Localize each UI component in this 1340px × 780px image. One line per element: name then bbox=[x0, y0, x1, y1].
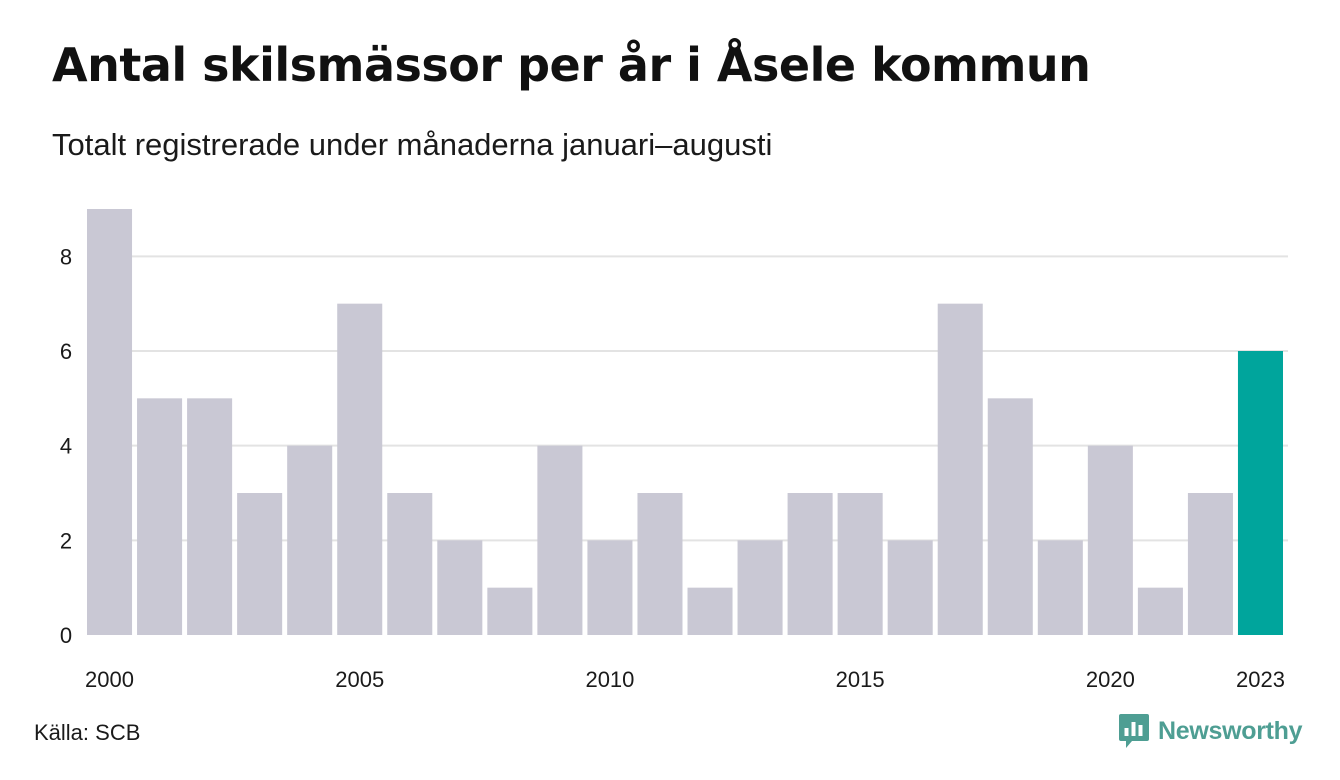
x-tick-label-2010: 2010 bbox=[585, 667, 634, 692]
chart-title: Antal skilsmässor per år i Åsele kommun bbox=[52, 38, 1091, 92]
x-axis-tick-labels: 2000 2005 2010 2015 2020 2023 bbox=[85, 667, 1285, 692]
bar-2000 bbox=[87, 209, 133, 635]
y-tick-label-2: 2 bbox=[60, 528, 72, 553]
bar-2023 bbox=[1237, 351, 1283, 635]
bar-chart: 0 2 4 6 8 2000 2005 2010 2015 2020 2023 bbox=[60, 209, 1288, 692]
bar-2003 bbox=[237, 493, 283, 635]
x-tick-label-2023: 2023 bbox=[1236, 667, 1285, 692]
brand-name: Newsworthy bbox=[1158, 716, 1303, 745]
bar-2013 bbox=[737, 540, 783, 635]
newsworthy-chart-bubble-icon bbox=[1119, 714, 1149, 748]
x-tick-label-2015: 2015 bbox=[836, 667, 885, 692]
x-tick-label-2005: 2005 bbox=[335, 667, 384, 692]
bar-2011 bbox=[637, 493, 683, 635]
source-note: Källa: SCB bbox=[34, 720, 141, 745]
y-tick-label-0: 0 bbox=[60, 623, 72, 648]
bar-2022 bbox=[1187, 493, 1233, 635]
bar-2007 bbox=[437, 540, 483, 635]
y-axis-tick-labels: 0 2 4 6 8 bbox=[60, 244, 72, 648]
bar-2002 bbox=[187, 398, 233, 635]
y-tick-label-4: 4 bbox=[60, 434, 72, 459]
bar-2006 bbox=[387, 493, 433, 635]
bar-2008 bbox=[487, 587, 533, 635]
x-tick-label-2000: 2000 bbox=[85, 667, 134, 692]
y-tick-label-6: 6 bbox=[60, 339, 72, 364]
bar-2019 bbox=[1037, 540, 1083, 635]
chart-subtitle: Totalt registrerade under månaderna janu… bbox=[52, 127, 773, 162]
x-tick-label-2020: 2020 bbox=[1086, 667, 1135, 692]
brand-logo: Newsworthy bbox=[1118, 713, 1303, 749]
y-tick-label-8: 8 bbox=[60, 244, 72, 269]
bar-2001 bbox=[137, 398, 183, 635]
bar-2021 bbox=[1137, 587, 1183, 635]
bar-2020 bbox=[1087, 445, 1133, 635]
bar-2015 bbox=[837, 493, 883, 635]
bar-2009 bbox=[537, 445, 583, 635]
bar-2012 bbox=[687, 587, 733, 635]
bar-2005 bbox=[337, 303, 383, 635]
bar-2017 bbox=[937, 303, 983, 635]
bar-2004 bbox=[287, 445, 333, 635]
bar-2014 bbox=[787, 493, 833, 635]
bar-2018 bbox=[987, 398, 1033, 635]
bar-2010 bbox=[587, 540, 633, 635]
bars bbox=[87, 209, 1283, 635]
bar-2016 bbox=[887, 540, 933, 635]
